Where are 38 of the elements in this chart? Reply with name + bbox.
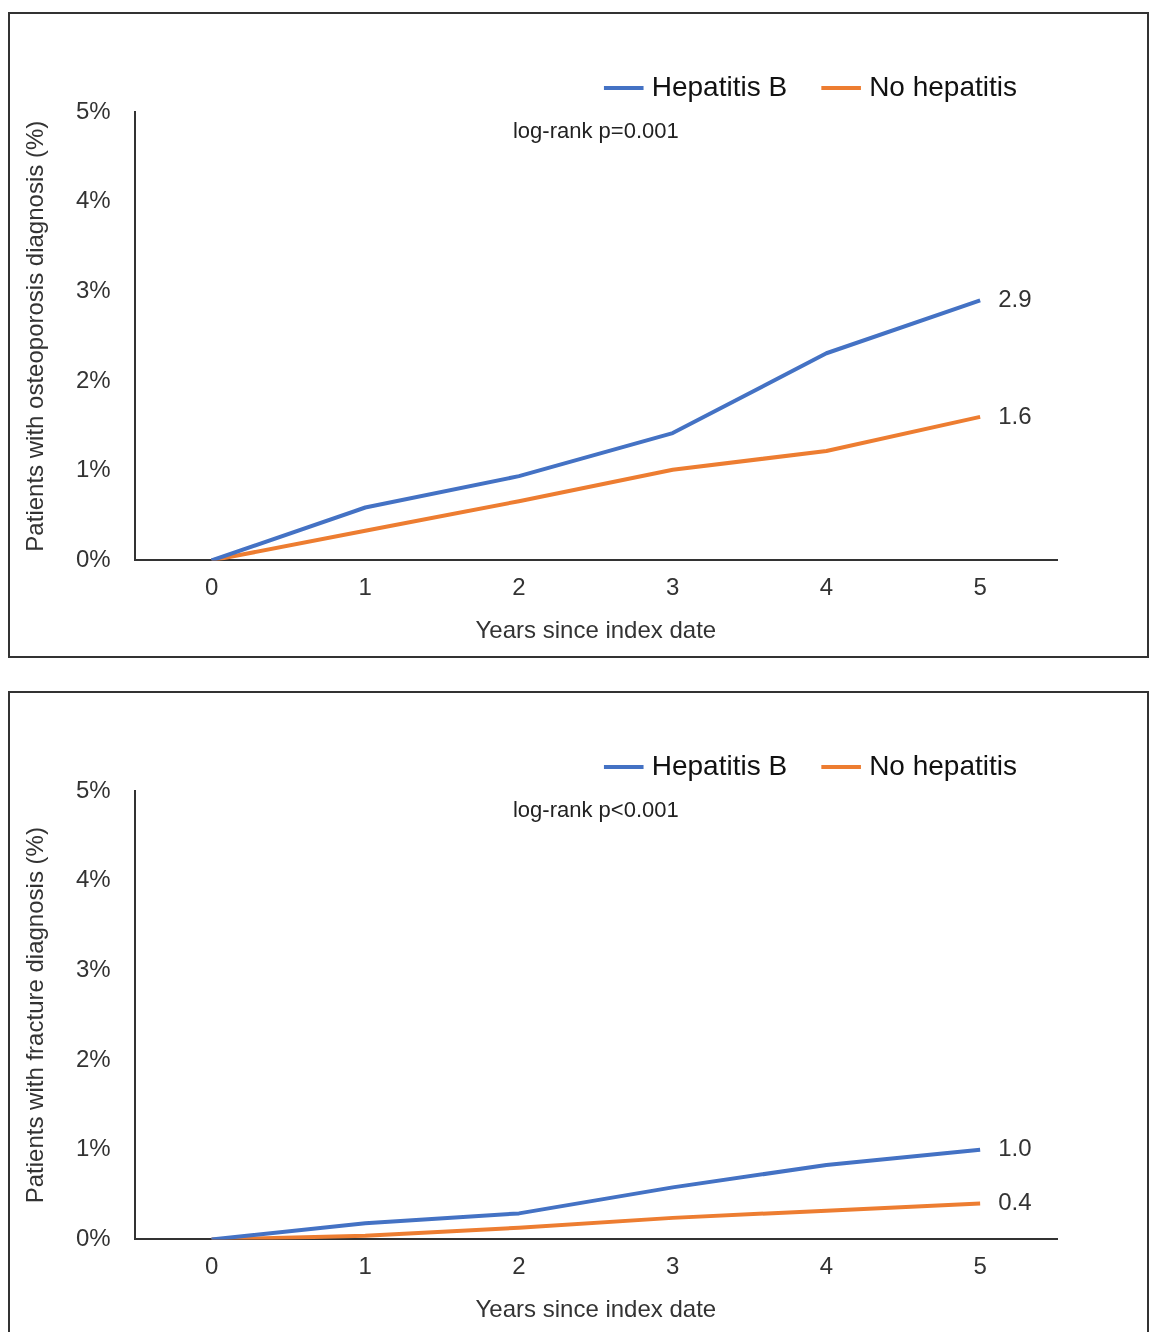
x-axis-title: Years since index date [475,616,717,644]
x-tick-label: 4 [819,573,834,601]
y-tick-label: 2% [76,365,111,393]
data-label: 1.0 [998,1134,1032,1162]
legend-label: Hepatitis B [651,70,788,102]
x-tick-label: 0 [204,1252,219,1280]
x-tick-label: 2 [512,1252,526,1280]
y-tick-label: 4% [76,865,111,893]
data-label: 2.9 [998,284,1032,312]
y-tick-label: 0% [76,1224,111,1252]
y-tick-label: 4% [76,186,111,214]
legend-label: No hepatitis [869,749,1018,781]
data-label: 1.6 [998,401,1032,429]
x-tick-label: 1 [358,1252,372,1280]
data-label: 0.4 [998,1188,1032,1216]
y-tick-label: 3% [76,275,111,303]
y-tick-label: 1% [76,1134,111,1162]
x-tick-label: 2 [512,573,526,601]
y-tick-label: 3% [76,954,111,982]
y-tick-label: 2% [76,1044,111,1072]
x-tick-label: 5 [973,1252,987,1280]
y-tick-label: 5% [76,775,111,803]
x-tick-label: 0 [204,573,219,601]
y-axis-title: Patients with osteoporosis diagnosis (%) [20,120,48,552]
x-tick-label: 3 [666,1252,680,1280]
legend-label: Hepatitis B [651,749,788,781]
x-tick-label: 3 [666,573,680,601]
y-tick-label: 5% [76,96,111,124]
y-tick-label: 1% [76,455,111,483]
x-axis-title: Years since index date [475,1295,717,1323]
y-axis-title: Patients with fracture diagnosis (%) [20,827,48,1204]
x-tick-label: 5 [973,573,987,601]
legend-label: No hepatitis [869,70,1018,102]
annotation: log-rank p=0.001 [512,118,679,144]
annotation: log-rank p<0.001 [512,797,679,823]
x-tick-label: 1 [358,573,372,601]
x-tick-label: 4 [819,1252,834,1280]
y-tick-label: 0% [76,545,111,573]
